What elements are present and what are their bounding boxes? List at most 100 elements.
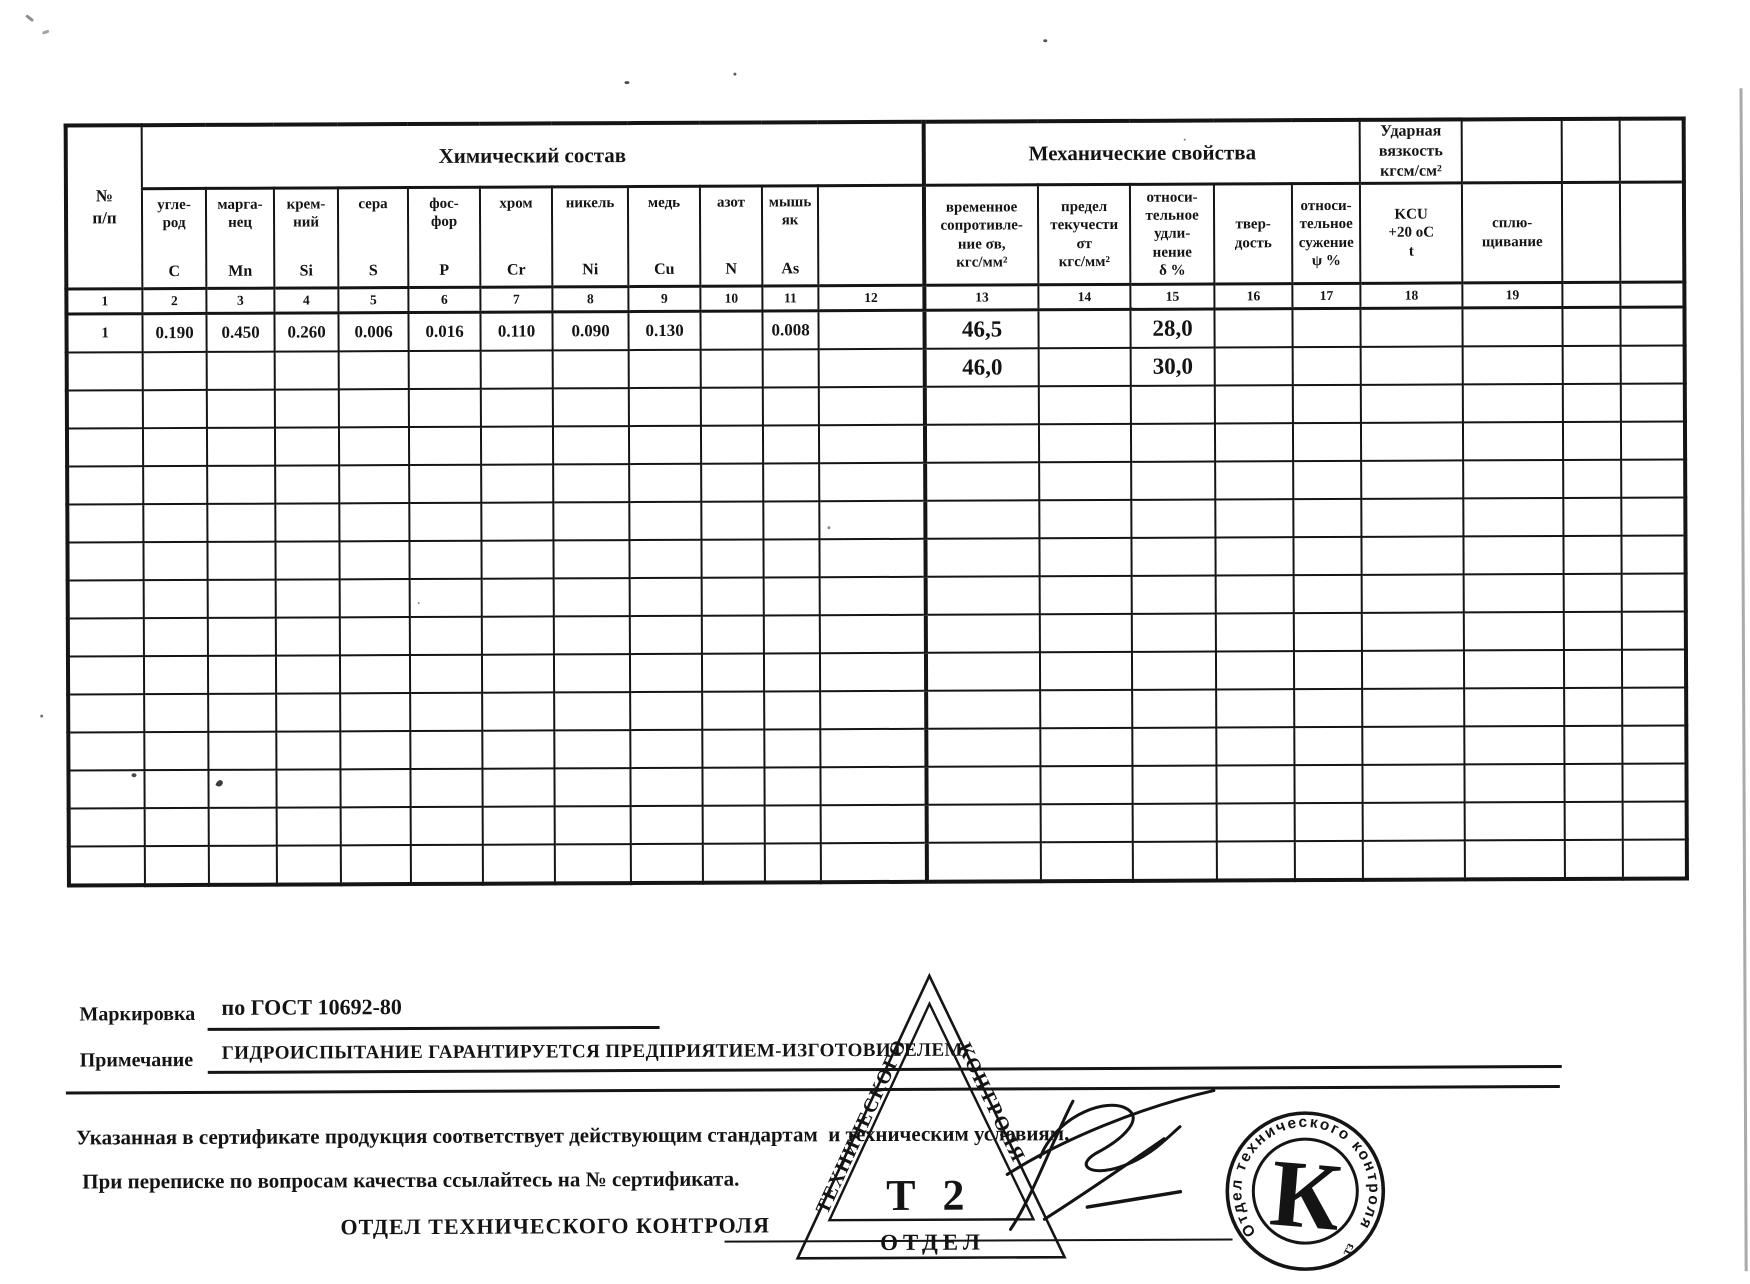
table-cell	[481, 502, 554, 541]
table-cell	[926, 652, 1041, 691]
table-cell: 1	[66, 313, 143, 353]
col-header-blank-21	[1619, 118, 1685, 183]
col-header-impact: Ударная вязкость кгсм/см²	[1359, 119, 1463, 184]
table-cell	[553, 616, 630, 655]
table-cell	[1362, 650, 1465, 689]
table-cell	[275, 541, 340, 580]
table-cell	[553, 502, 630, 541]
table-cell	[67, 656, 145, 695]
table-cell	[700, 310, 763, 350]
col-header-blank-12	[817, 185, 925, 286]
table-cell	[144, 693, 209, 733]
table-cell	[1216, 651, 1295, 690]
marking-value: по ГОСТ 10692-80	[207, 992, 660, 1031]
table-cell	[1294, 840, 1364, 881]
table-cell	[1039, 461, 1132, 501]
table-cell	[763, 653, 821, 692]
table-cell	[275, 579, 340, 618]
table-cell	[1622, 687, 1687, 726]
table-cell	[926, 804, 1041, 843]
column-number: 10	[700, 285, 763, 312]
column-number: 16	[1214, 283, 1293, 310]
table-cell	[1464, 649, 1565, 689]
table-cell	[1362, 764, 1465, 803]
table-cell	[480, 426, 554, 465]
table-cell	[1293, 422, 1362, 462]
table-cell	[1620, 306, 1685, 346]
table-cell	[700, 425, 764, 464]
table-cell	[926, 842, 1042, 882]
table-cell	[144, 807, 209, 847]
table-body: 1 0.190 0.450 0.260 0.006 0.016 0.110 0.090 0.13…	[66, 306, 1688, 886]
table-cell	[276, 845, 341, 885]
table-cell	[925, 538, 1040, 577]
element-name: никель	[565, 195, 615, 212]
table-cell	[142, 389, 207, 429]
table-cell	[1040, 651, 1133, 691]
col-header-si: крем- ний Si	[273, 187, 339, 289]
table-cell	[1564, 687, 1623, 726]
table-cell	[410, 730, 483, 770]
table-cell	[763, 577, 820, 616]
scan-speck	[1129, 306, 1133, 310]
table-cell	[1039, 613, 1133, 653]
col-header-blank-21b	[1620, 181, 1685, 283]
table-cell	[1621, 611, 1687, 650]
table-cell	[1361, 460, 1464, 499]
table-cell	[763, 463, 820, 502]
scan-edge-line	[1739, 88, 1748, 1272]
table-cell	[820, 766, 927, 806]
table-cell	[702, 729, 765, 768]
column-number: 11	[762, 285, 819, 311]
table-cell	[207, 617, 276, 656]
table-cell	[1564, 725, 1623, 764]
table-cell	[1131, 613, 1217, 652]
table-cell	[482, 806, 555, 845]
element-symbol: N	[725, 261, 738, 279]
table-cell	[1361, 498, 1464, 537]
table-cell	[628, 349, 701, 389]
element-symbol: C	[168, 263, 181, 281]
element-name: хром	[499, 195, 533, 212]
table-cell	[1294, 688, 1363, 728]
table-cell	[552, 426, 630, 465]
table-cell	[1214, 347, 1293, 386]
table-cell	[144, 731, 209, 771]
table-cell	[68, 808, 145, 847]
table-cell: 0.006	[338, 312, 409, 352]
round-stamp: Отдел технического контроля К тз	[1225, 1111, 1386, 1271]
table-cell	[1563, 421, 1622, 460]
table-cell	[1621, 535, 1686, 574]
table-cell	[1462, 307, 1563, 347]
table-cell	[339, 617, 410, 656]
table-cell	[1292, 308, 1361, 348]
column-number	[1620, 281, 1685, 308]
element-name: марга- нец	[217, 196, 263, 232]
table-cell	[1131, 575, 1216, 614]
table-cell	[926, 766, 1041, 805]
table-cell	[338, 351, 409, 390]
table-cell	[1562, 383, 1622, 422]
column-number: 7	[480, 286, 553, 313]
table-cell	[275, 465, 340, 504]
table-cell	[762, 387, 819, 426]
table-cell	[700, 349, 763, 388]
triangle-stamp: ТЕХНИЧЕСКОГО КОНТРОЛЯ Т 2 ОТДЕЛ	[795, 972, 1067, 1260]
table-cell	[207, 503, 276, 542]
table-cell	[408, 426, 482, 466]
round-stamp-bottom-mark: тз	[1338, 1240, 1357, 1257]
table-cell	[480, 350, 553, 389]
table-cell	[482, 768, 555, 807]
table-cell	[1622, 725, 1687, 764]
table-cell	[701, 539, 764, 578]
table-cell	[701, 463, 764, 502]
table-cell	[820, 728, 927, 768]
table-cell	[554, 768, 631, 807]
table-cell	[925, 576, 1040, 615]
table-cell	[628, 387, 701, 427]
table-cell	[819, 500, 926, 540]
column-number: 18	[1360, 282, 1463, 309]
table-cell	[1360, 346, 1463, 385]
table-cell	[1040, 841, 1134, 882]
table-cell	[1038, 309, 1131, 349]
